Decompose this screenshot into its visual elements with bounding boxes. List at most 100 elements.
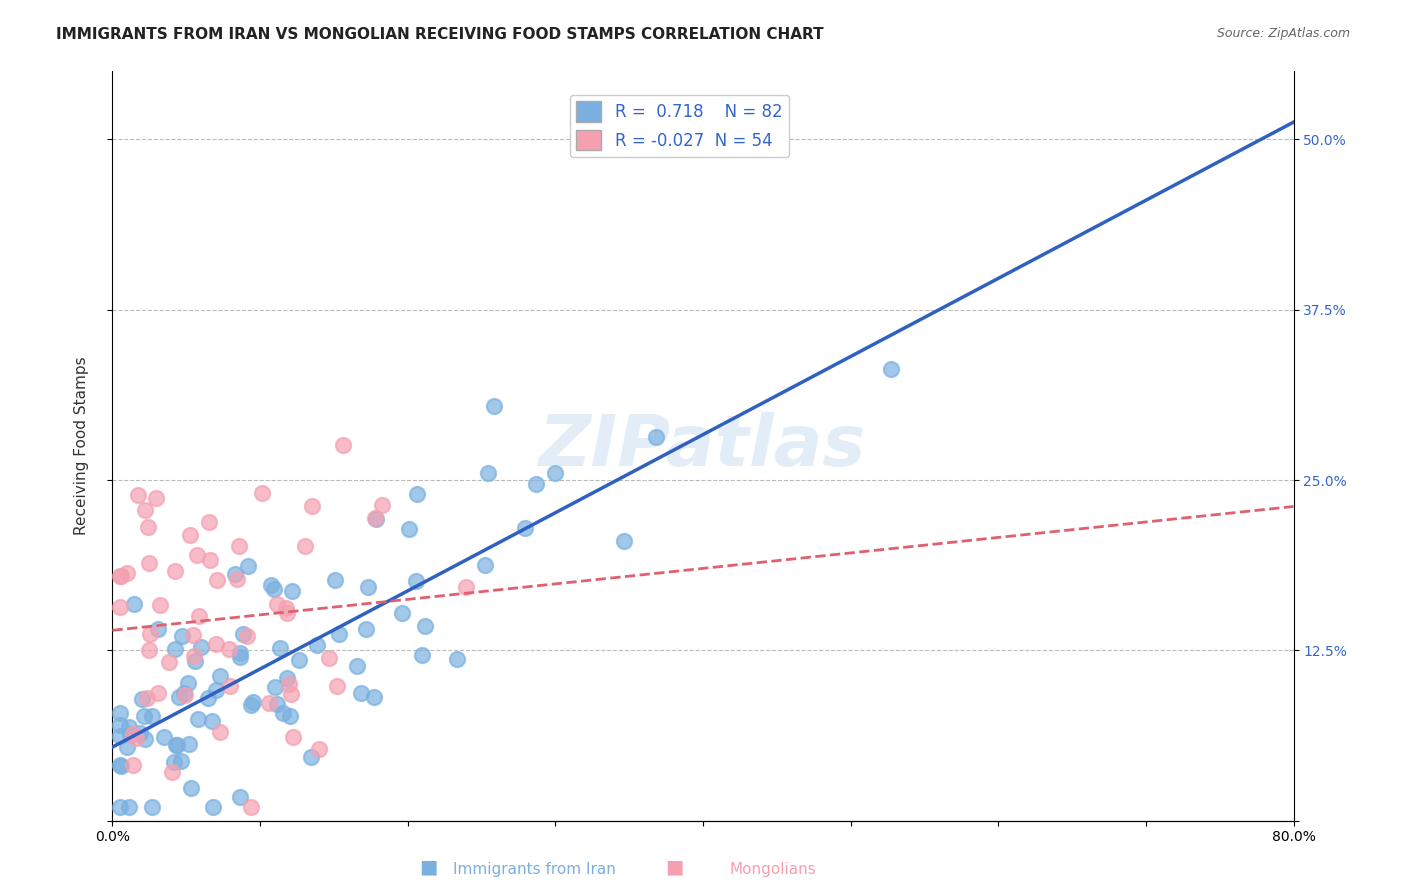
Point (228, 790, 250, 805)
Point (276, 606, 298, 620)
Point (350, 686, 373, 700)
Point (122, 597, 145, 611)
Text: Immigrants from Iran: Immigrants from Iran (453, 863, 616, 877)
Point (163, 641, 186, 656)
Point (308, 742, 330, 756)
Point (225, 572, 247, 586)
Point (281, 731, 304, 745)
Point (187, 712, 209, 726)
Point (232, 627, 254, 641)
Point (371, 498, 394, 512)
Text: IMMIGRANTS FROM IRAN VS MONGOLIAN RECEIVING FOOD STAMPS CORRELATION CHART: IMMIGRANTS FROM IRAN VS MONGOLIAN RECEIV… (56, 27, 824, 42)
Point (131, 691, 153, 706)
Point (236, 559, 259, 574)
Point (287, 653, 309, 667)
Point (138, 642, 160, 657)
Point (299, 749, 322, 764)
Point (177, 675, 200, 690)
Point (242, 695, 264, 709)
Point (218, 642, 240, 657)
Point (280, 709, 302, 723)
Point (108, 706, 131, 721)
Point (149, 598, 172, 612)
Point (146, 622, 169, 636)
Point (413, 619, 436, 633)
Point (294, 539, 316, 553)
Point (364, 511, 387, 525)
Point (110, 569, 132, 583)
Point (108, 800, 131, 814)
Point (280, 687, 302, 701)
Point (482, 400, 505, 414)
Point (526, 476, 548, 491)
Point (110, 758, 132, 772)
Point (276, 671, 298, 685)
Point (644, 430, 666, 444)
Point (204, 683, 226, 698)
Point (271, 706, 294, 720)
Point (281, 584, 304, 599)
Point (354, 622, 377, 636)
Point (276, 601, 298, 615)
Point (118, 720, 141, 734)
Point (363, 690, 385, 705)
Point (174, 688, 197, 702)
Point (197, 516, 219, 530)
Point (357, 580, 380, 594)
Point (169, 754, 191, 768)
Point (266, 597, 288, 611)
Point (269, 640, 291, 655)
Point (240, 698, 263, 713)
Point (318, 651, 340, 665)
Point (224, 566, 246, 581)
Point (169, 690, 191, 705)
Point (108, 569, 131, 583)
Point (121, 757, 143, 772)
Point (190, 640, 212, 654)
Point (406, 487, 429, 501)
Point (181, 628, 204, 642)
Point (544, 466, 567, 480)
Point (187, 609, 209, 624)
Point (179, 528, 201, 542)
Point (228, 539, 250, 553)
Point (115, 566, 138, 581)
Point (446, 652, 468, 666)
Point (118, 800, 141, 814)
Point (138, 557, 160, 571)
Point (332, 438, 354, 452)
Point (136, 690, 159, 705)
Point (166, 738, 188, 752)
Point (108, 599, 131, 614)
Point (257, 696, 280, 710)
Point (134, 708, 156, 723)
Point (252, 486, 274, 500)
Point (152, 731, 174, 745)
Point (108, 758, 131, 772)
Text: ■: ■ (665, 857, 685, 876)
Text: ■: ■ (419, 857, 439, 876)
Point (266, 697, 288, 711)
Point (184, 654, 207, 668)
Legend: R =  0.718    N = 82, R = -0.027  N = 54: R = 0.718 N = 82, R = -0.027 N = 54 (569, 95, 789, 157)
Point (207, 574, 229, 588)
Point (110, 717, 132, 731)
Point (162, 756, 184, 770)
Point (326, 679, 349, 693)
Point (229, 650, 252, 665)
Point (118, 726, 141, 740)
Point (477, 467, 499, 481)
Point (125, 731, 148, 745)
Point (346, 658, 368, 673)
Point (328, 626, 350, 640)
Point (115, 740, 138, 755)
Point (259, 578, 281, 592)
Point (411, 648, 433, 662)
Point (879, 362, 901, 376)
Point (141, 708, 163, 723)
Point (163, 564, 186, 578)
Point (108, 729, 131, 743)
Point (127, 488, 149, 502)
Point (405, 574, 427, 588)
Point (454, 580, 477, 594)
